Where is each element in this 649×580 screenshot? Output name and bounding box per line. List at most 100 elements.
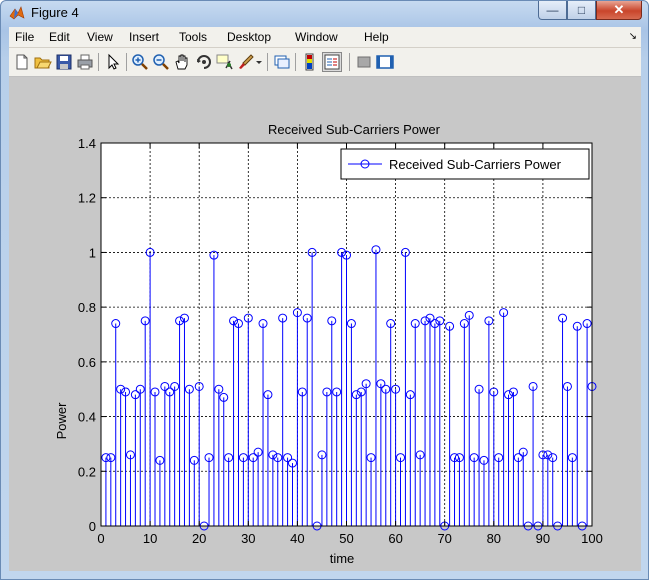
- maximize-button[interactable]: □: [567, 1, 596, 20]
- matlab-logo-icon: [9, 6, 25, 20]
- stem-marker: [258, 319, 268, 329]
- figure-canvas: Received Sub-Carriers Power time Power 0…: [9, 77, 641, 571]
- stem-marker: [445, 321, 455, 331]
- minimize-button[interactable]: —: [538, 1, 567, 20]
- minimize-icon: —: [546, 3, 559, 17]
- stem-marker: [479, 455, 489, 465]
- stem-marker: [121, 387, 131, 397]
- stem-marker: [170, 381, 180, 391]
- stem-marker: [499, 308, 509, 318]
- brush-icon[interactable]: [237, 53, 255, 71]
- menu-file[interactable]: File: [15, 30, 35, 44]
- stem-marker: [337, 247, 347, 257]
- legend-entry-label: Received Sub-Carriers Power: [389, 157, 562, 172]
- y-tick-label: 0.6: [78, 355, 96, 370]
- stem-marker: [184, 384, 194, 394]
- data-cursor-icon[interactable]: [216, 53, 234, 71]
- stem-marker: [307, 247, 317, 257]
- insert-legend-icon[interactable]: [322, 52, 342, 72]
- show-plot-tools-icon[interactable]: [376, 53, 394, 71]
- stem-marker: [327, 316, 337, 326]
- stem-marker: [273, 453, 283, 463]
- x-tick-label: 90: [536, 531, 550, 546]
- menu-help[interactable]: Help: [364, 30, 389, 44]
- close-button[interactable]: ✕: [596, 1, 642, 20]
- menu-insert[interactable]: Insert: [129, 30, 160, 44]
- figure-toolbar: [9, 48, 641, 77]
- stem-marker: [224, 453, 234, 463]
- stem-plot[interactable]: Received Sub-Carriers Power time Power 0…: [9, 77, 641, 571]
- menu-view[interactable]: View: [87, 30, 113, 44]
- stem-marker: [543, 450, 553, 460]
- stem-marker: [219, 392, 229, 402]
- brush-dropdown-icon[interactable]: [255, 53, 263, 71]
- toolbar-separator: [98, 53, 99, 71]
- stem-marker: [400, 247, 410, 257]
- chart-title: Received Sub-Carriers Power: [268, 122, 441, 137]
- menu-desktop[interactable]: Desktop: [227, 30, 272, 44]
- hide-plot-tools-icon[interactable]: [355, 53, 373, 71]
- x-tick-label: 100: [581, 531, 603, 546]
- stem-marker: [494, 453, 504, 463]
- link-plot-icon[interactable]: [273, 53, 291, 71]
- print-icon[interactable]: [76, 53, 94, 71]
- stem-marker: [150, 387, 160, 397]
- toolbar-separator: [126, 53, 127, 71]
- stem-marker: [376, 379, 386, 389]
- stem-marker: [420, 316, 430, 326]
- stem-marker: [508, 387, 518, 397]
- stem-marker: [346, 319, 356, 329]
- new-figure-icon[interactable]: [13, 53, 31, 71]
- menu-edit[interactable]: Edit: [49, 30, 70, 44]
- pan-hand-icon[interactable]: [173, 53, 191, 71]
- x-tick-label: 40: [290, 531, 304, 546]
- stem-marker: [469, 453, 479, 463]
- window-controls: — □ ✕: [538, 1, 642, 20]
- menu-tools[interactable]: Tools: [179, 30, 208, 44]
- stem-marker: [528, 381, 538, 391]
- toolbar-separator: [295, 53, 296, 71]
- zoom-in-icon[interactable]: [131, 53, 149, 71]
- stem-marker: [263, 390, 273, 400]
- x-tick-label: 10: [143, 531, 157, 546]
- rotate-3d-icon[interactable]: [195, 53, 213, 71]
- edit-plot-arrow-icon[interactable]: [104, 53, 122, 71]
- stem-marker: [582, 319, 592, 329]
- stem-marker: [116, 384, 126, 394]
- stem-marker: [435, 316, 445, 326]
- save-icon[interactable]: [55, 53, 73, 71]
- stem-marker: [155, 455, 165, 465]
- stem-marker: [572, 321, 582, 331]
- zoom-out-icon[interactable]: [152, 53, 170, 71]
- stem-marker: [415, 450, 425, 460]
- toolbar-separator: [267, 53, 268, 71]
- stem-marker: [238, 453, 248, 463]
- stem-marker: [268, 450, 278, 460]
- stem-marker: [430, 319, 440, 329]
- stem-marker: [381, 384, 391, 394]
- stem-marker: [332, 387, 342, 397]
- menu-overflow-icon[interactable]: ↘: [628, 31, 637, 42]
- stem-marker: [292, 308, 302, 318]
- stem-marker: [214, 384, 224, 394]
- stem-marker: [356, 387, 366, 397]
- open-file-icon[interactable]: [34, 53, 52, 71]
- stem-marker: [361, 379, 371, 389]
- menu-window[interactable]: Window: [295, 30, 338, 44]
- legend[interactable]: Received Sub-Carriers Power: [340, 148, 590, 180]
- stem-marker: [558, 313, 568, 323]
- stem-marker: [454, 453, 464, 463]
- stem-marker: [287, 458, 297, 468]
- title-bar[interactable]: Figure 4 — □ ✕: [1, 1, 648, 25]
- stem-marker: [371, 245, 381, 255]
- stem-marker: [562, 381, 572, 391]
- stem-marker: [538, 450, 548, 460]
- stem-marker: [101, 453, 111, 463]
- stem-marker: [484, 316, 494, 326]
- insert-colorbar-icon[interactable]: [301, 53, 319, 71]
- stem-marker: [278, 313, 288, 323]
- y-tick-label: 0.4: [78, 410, 96, 425]
- stem-marker: [342, 250, 351, 260]
- x-tick-label: 20: [192, 531, 206, 546]
